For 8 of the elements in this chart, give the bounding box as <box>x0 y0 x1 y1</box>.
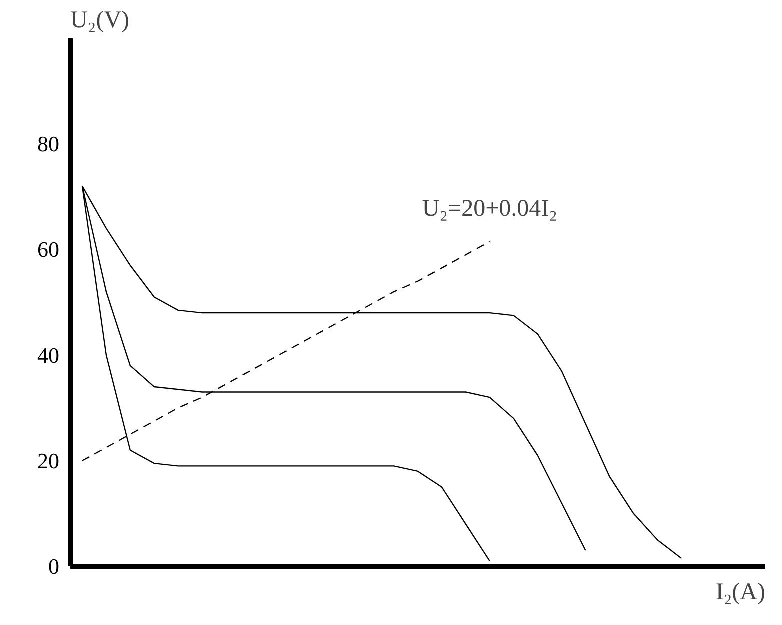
y-tick-label: 20 <box>38 448 60 474</box>
y-tick-label: 80 <box>38 132 60 157</box>
y-tick-label: 60 <box>38 237 60 262</box>
x-axis-title: I₂(A) <box>716 580 766 606</box>
y-tick-label: 40 <box>38 342 60 368</box>
y-tick-label: 0 <box>48 554 60 579</box>
annotation: U₂=20+0.04I₂ <box>422 196 558 222</box>
y-axis-title: U₂(V) <box>70 8 130 34</box>
